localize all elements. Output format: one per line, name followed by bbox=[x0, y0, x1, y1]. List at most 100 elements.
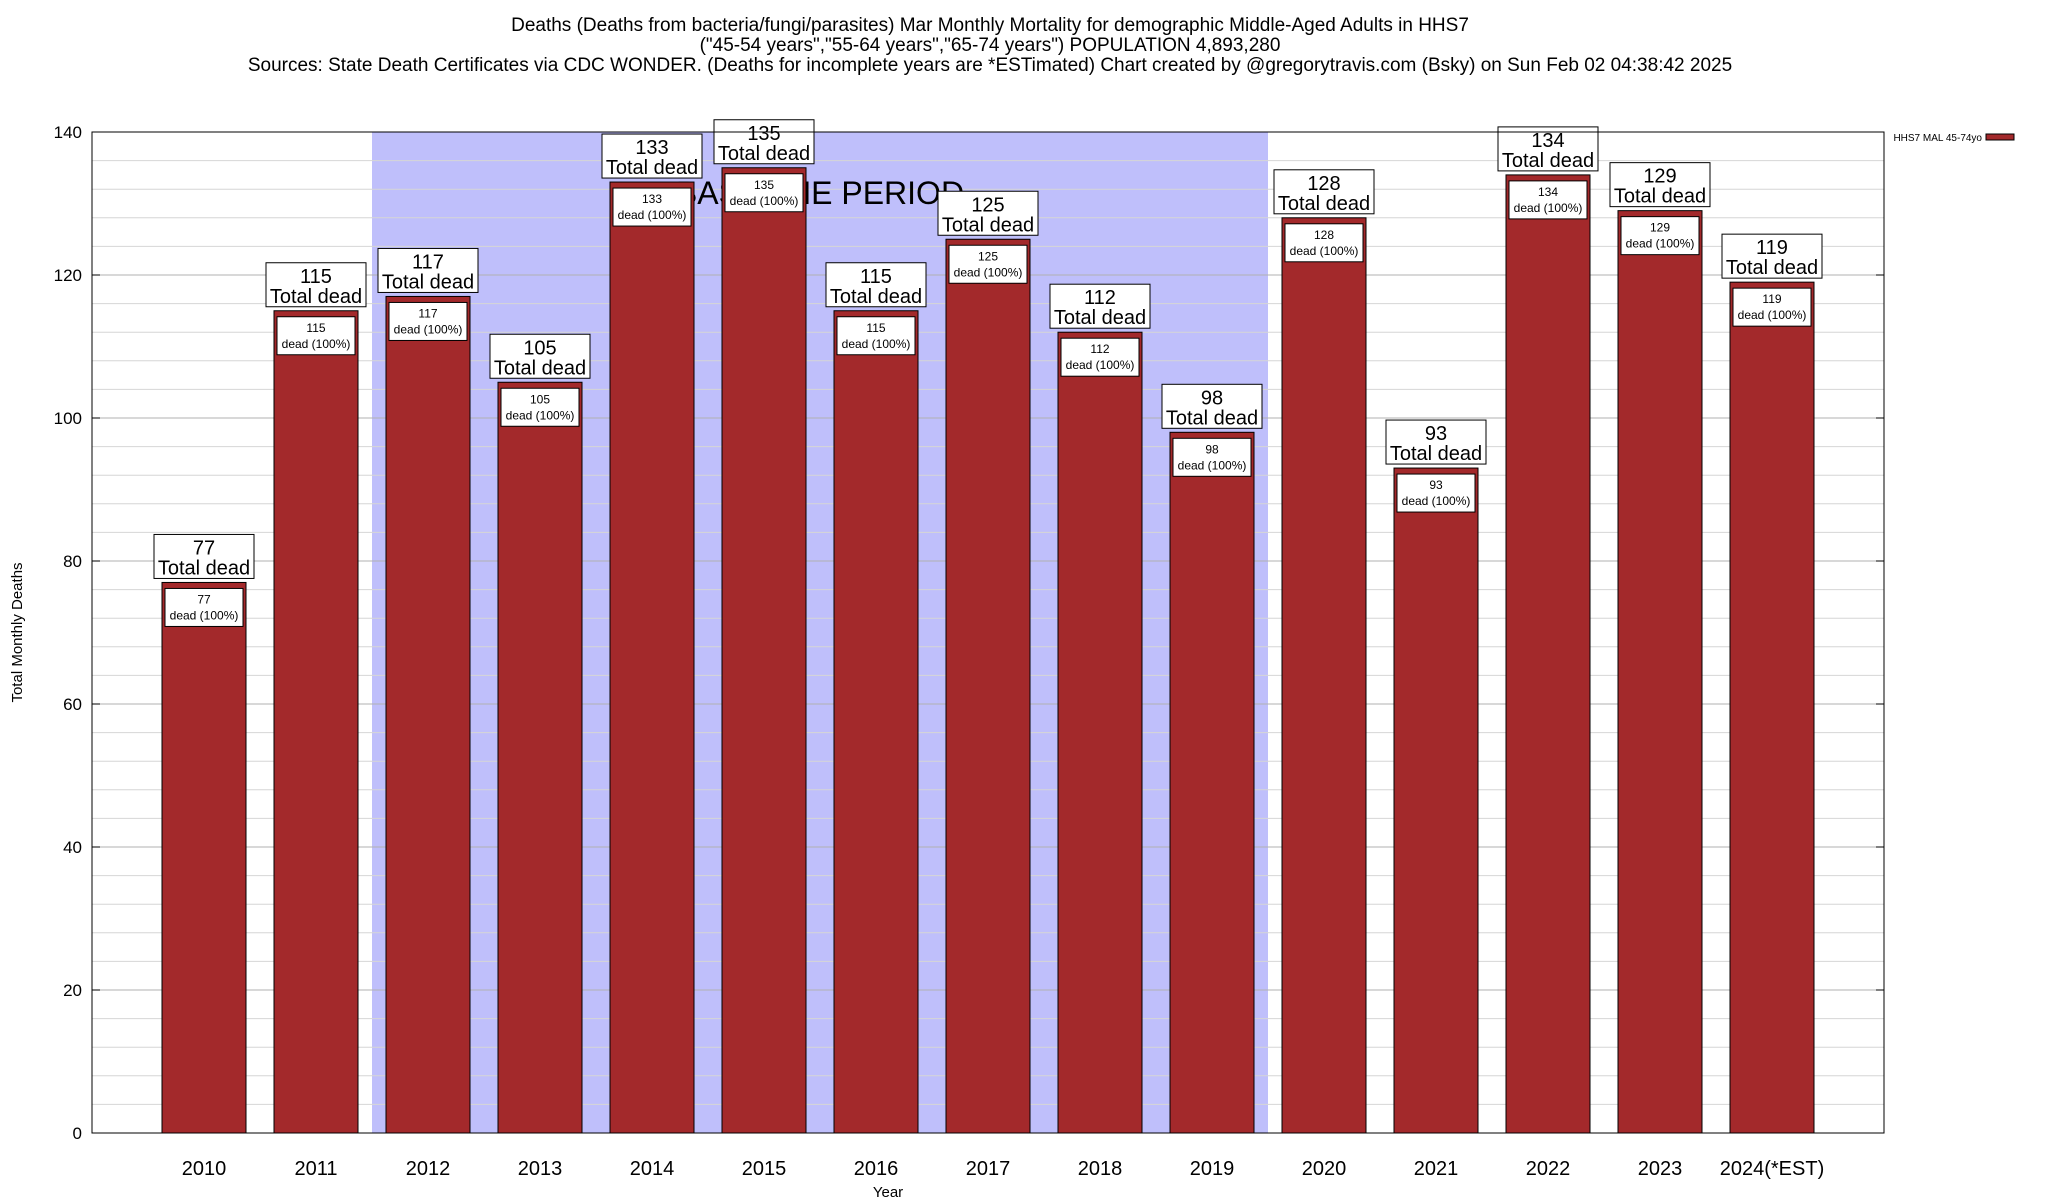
x-tick-label: 2014 bbox=[630, 1158, 675, 1180]
bar-2013 bbox=[497, 381, 583, 1134]
inner-label-text: dead (100%) bbox=[842, 337, 911, 351]
total-label-box bbox=[1385, 419, 1487, 465]
x-tick-label: 2022 bbox=[1526, 1158, 1571, 1180]
baseline-period-label: BASELINE PERIOD bbox=[676, 175, 964, 211]
total-label-value: 105 bbox=[523, 337, 556, 359]
x-tick-label: 2012 bbox=[406, 1158, 451, 1180]
total-label-box bbox=[1049, 283, 1151, 329]
total-label-text: Total dead bbox=[1054, 307, 1146, 329]
inner-label-box bbox=[1172, 437, 1252, 477]
bar-2016 bbox=[833, 310, 919, 1134]
bar-2019 bbox=[1169, 431, 1255, 1134]
inner-label-box bbox=[1620, 216, 1700, 256]
total-label-text: Total dead bbox=[718, 143, 810, 165]
inner-label-text: dead (100%) bbox=[282, 337, 351, 351]
inner-label-value: 105 bbox=[530, 392, 550, 406]
x-axis-label: Year bbox=[873, 1184, 903, 1200]
inner-label-value: 134 bbox=[1538, 185, 1558, 199]
inner-label-box bbox=[1284, 223, 1364, 263]
inner-label-box bbox=[836, 316, 916, 356]
plot-frame bbox=[91, 131, 1885, 1134]
bar-2022 bbox=[1505, 174, 1591, 1134]
y-tick-label: 60 bbox=[63, 695, 82, 714]
inner-label-box bbox=[1060, 337, 1140, 377]
x-tick-label: 2011 bbox=[294, 1158, 337, 1180]
x-tick-label: 2021 bbox=[1414, 1158, 1459, 1180]
total-label-box bbox=[1161, 383, 1263, 429]
inner-label-text: dead (100%) bbox=[1514, 201, 1583, 215]
total-label-value: 98 bbox=[1201, 387, 1223, 409]
total-label-text: Total dead bbox=[494, 357, 586, 379]
inner-label-box bbox=[612, 187, 692, 227]
total-label-box bbox=[1721, 233, 1823, 279]
total-label-text: Total dead bbox=[1390, 443, 1482, 465]
total-label-value: 133 bbox=[635, 137, 668, 159]
inner-label-value: 135 bbox=[754, 178, 774, 192]
total-label-value: 112 bbox=[1084, 287, 1116, 309]
bar-2015 bbox=[721, 167, 807, 1134]
bar-2021 bbox=[1393, 467, 1479, 1134]
inner-label-text: dead (100%) bbox=[1738, 308, 1807, 322]
inner-label-value: 115 bbox=[866, 321, 885, 335]
total-label-value: 134 bbox=[1531, 130, 1564, 152]
inner-label-text: dead (100%) bbox=[1626, 237, 1695, 251]
legend-swatch bbox=[1985, 133, 2015, 141]
bar-2023 bbox=[1617, 210, 1703, 1134]
inner-label-text: dead (100%) bbox=[506, 408, 575, 422]
inner-label-value: 93 bbox=[1429, 478, 1443, 492]
total-label-value: 77 bbox=[193, 537, 215, 559]
inner-label-box bbox=[164, 587, 244, 627]
total-label-text: Total dead bbox=[1166, 407, 1258, 429]
bar-2010 bbox=[161, 581, 247, 1134]
inner-label-box bbox=[1396, 473, 1476, 513]
inner-label-box bbox=[500, 387, 580, 427]
inner-label-box bbox=[1508, 180, 1588, 220]
inner-label-value: 125 bbox=[978, 249, 998, 263]
chart-title-line-1: Deaths (Deaths from bacteria/fungi/paras… bbox=[511, 15, 1469, 36]
total-label-box bbox=[825, 262, 927, 308]
total-label-box bbox=[377, 247, 479, 293]
legend-label: HHS7 MAL 45-74yo bbox=[1893, 133, 1982, 144]
inner-label-value: 98 bbox=[1205, 442, 1219, 456]
bar-2017 bbox=[945, 238, 1031, 1134]
x-tick-label: 2020 bbox=[1302, 1158, 1347, 1180]
total-label-text: Total dead bbox=[942, 214, 1034, 236]
y-tick-label: 80 bbox=[63, 552, 82, 571]
x-tick-label: 2023 bbox=[1638, 1158, 1683, 1180]
total-label-value: 115 bbox=[300, 266, 332, 288]
total-label-text: Total dead bbox=[1278, 193, 1370, 215]
x-tick-label: 2015 bbox=[742, 1158, 787, 1180]
total-label-box bbox=[489, 333, 591, 379]
inner-label-box bbox=[276, 316, 356, 356]
chart-title-line-3: Sources: State Death Certificates via CD… bbox=[247, 55, 1733, 76]
inner-label-box bbox=[948, 244, 1028, 284]
total-label-value: 125 bbox=[971, 194, 1004, 216]
total-label-value: 117 bbox=[412, 251, 444, 273]
total-label-value: 128 bbox=[1307, 173, 1340, 195]
x-tick-label: 2010 bbox=[182, 1158, 227, 1180]
y-tick-label: 0 bbox=[73, 1124, 82, 1143]
bar-2024(*EST) bbox=[1729, 281, 1815, 1134]
total-label-box bbox=[1273, 169, 1375, 215]
y-tick-label: 120 bbox=[54, 266, 82, 285]
inner-label-value: 115 bbox=[306, 321, 325, 335]
total-label-text: Total dead bbox=[158, 557, 250, 579]
x-tick-label: 2017 bbox=[966, 1158, 1011, 1180]
inner-label-value: 128 bbox=[1314, 228, 1334, 242]
bar-2012 bbox=[385, 295, 471, 1134]
x-tick-label: 2013 bbox=[518, 1158, 563, 1180]
inner-label-box bbox=[724, 173, 804, 213]
total-label-box bbox=[713, 119, 815, 165]
inner-label-text: dead (100%) bbox=[394, 322, 463, 336]
inner-label-text: dead (100%) bbox=[170, 608, 239, 622]
y-tick-label: 20 bbox=[63, 981, 82, 1000]
inner-label-value: 129 bbox=[1650, 221, 1670, 235]
x-tick-label: 2019 bbox=[1190, 1158, 1235, 1180]
total-label-box bbox=[153, 533, 255, 579]
inner-label-text: dead (100%) bbox=[1178, 458, 1247, 472]
total-label-text: Total dead bbox=[1614, 186, 1706, 208]
inner-label-text: dead (100%) bbox=[730, 194, 799, 208]
total-label-text: Total dead bbox=[1502, 150, 1594, 172]
x-tick-label: 2024(*EST) bbox=[1720, 1158, 1825, 1180]
